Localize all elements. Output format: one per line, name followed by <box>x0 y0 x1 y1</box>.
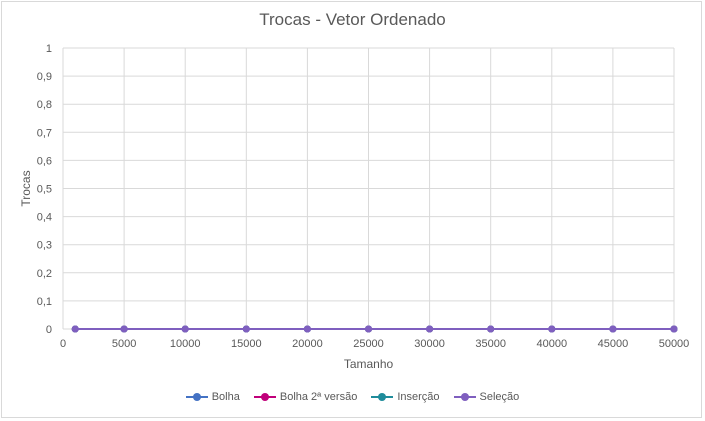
series-point-3 <box>487 325 495 333</box>
legend-swatch <box>453 392 476 402</box>
y-tick-label: 0,2 <box>37 268 52 280</box>
series-point-3 <box>71 325 79 333</box>
legend-swatch <box>371 392 394 402</box>
x-tick-label: 35000 <box>475 338 506 350</box>
x-axis-title: Tamanho <box>344 357 394 371</box>
y-tick-label: 0,1 <box>37 296 52 308</box>
legend-item-bolha: Bolha <box>185 391 240 403</box>
series-point-3 <box>242 325 250 333</box>
series-point-3 <box>670 325 678 333</box>
legend-label: Inserção <box>397 391 440 403</box>
legend-swatch <box>253 392 276 402</box>
legend-swatch <box>185 392 208 402</box>
y-tick-label: 0,9 <box>37 71 52 83</box>
x-tick-label: 25000 <box>353 338 384 350</box>
x-tick-label: 15000 <box>231 338 262 350</box>
y-axis-title: Trocas <box>19 170 33 206</box>
x-tick-label: 50000 <box>659 338 690 350</box>
legend-item-insercao: Inserção <box>371 391 440 403</box>
series-point-3 <box>303 325 311 333</box>
chart-title: Trocas - Vetor Ordenado <box>259 10 446 29</box>
series-point-3 <box>365 325 372 333</box>
y-tick-label: 0,6 <box>37 155 52 167</box>
x-tick-label: 45000 <box>598 338 629 350</box>
x-tick-label: 30000 <box>414 338 445 350</box>
series-point-3 <box>609 325 617 333</box>
y-tick-label: 0,3 <box>37 240 52 252</box>
x-tick-label: 40000 <box>537 338 568 350</box>
series-point-3 <box>426 325 434 333</box>
y-tick-label: 0,7 <box>37 127 52 139</box>
legend-item-selecao: Seleção <box>453 391 520 403</box>
y-tick-label: 0,8 <box>37 99 52 111</box>
legend-label: Bolha 2ª versão <box>279 391 358 403</box>
series-point-3 <box>120 325 128 333</box>
x-tick-label: 20000 <box>292 338 323 350</box>
x-tick-label: 0 <box>60 338 66 350</box>
y-tick-label: 0,4 <box>37 212 52 224</box>
x-tick-label: 10000 <box>170 338 201 350</box>
y-tick-label: 0,5 <box>37 184 52 196</box>
series-point-3 <box>548 325 556 333</box>
y-tick-label: 1 <box>46 43 52 55</box>
legend-item-bolha-2: Bolha 2ª versão <box>253 391 358 403</box>
y-tick-label: 0 <box>46 324 52 336</box>
x-tick-label: 5000 <box>112 338 136 350</box>
legend-label: Seleção <box>479 391 520 403</box>
series-point-3 <box>181 325 189 333</box>
chart-legend: Bolha Bolha 2ª versão Inserção Seleção <box>0 391 705 403</box>
legend-label: Bolha <box>211 391 240 403</box>
